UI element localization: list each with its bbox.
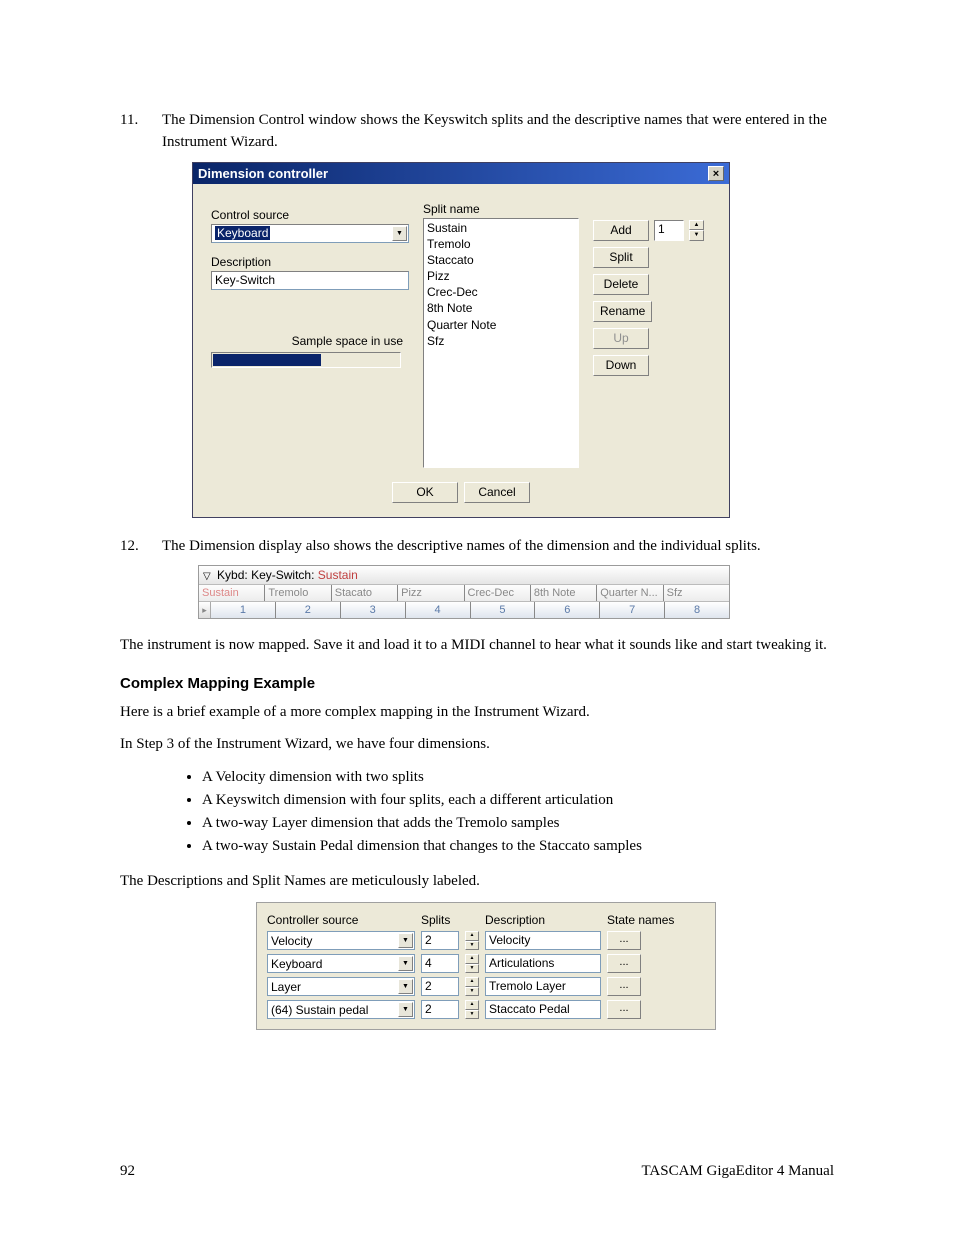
bullet-item: A two-way Sustain Pedal dimension that c… [202,835,834,858]
dropdown-arrow-icon: ▼ [398,1002,413,1017]
strip-split-cell[interactable]: Sustain [199,585,265,601]
section-heading: Complex Mapping Example [120,675,834,692]
paragraph: The instrument is now mapped. Save it an… [120,635,834,657]
add-count-spinner[interactable]: ▲▼ [689,220,704,241]
description-label: Description [211,255,409,269]
page-number: 92 [120,1163,135,1180]
dropdown-arrow-icon: ▼ [398,956,413,971]
strip-play-icon: ▸ [199,602,211,618]
step-text: The Dimension display also shows the des… [162,536,834,558]
split-list-item[interactable]: 8th Note [427,300,575,316]
state-names-button[interactable]: ... [607,1000,641,1019]
strip-num-cell: 7 [600,602,665,618]
controller-source-select[interactable]: Keyboard▼ [267,954,415,973]
rename-button[interactable]: Rename [593,301,652,322]
controller-source-select[interactable]: (64) Sustain pedal▼ [267,1000,415,1019]
split-button[interactable]: Split [593,247,649,268]
split-list-item[interactable]: Crec-Dec [427,284,575,300]
description-field[interactable]: Articulations [485,954,601,973]
paragraph: In Step 3 of the Instrument Wizard, we h… [120,734,834,756]
split-list-item[interactable]: Pizz [427,268,575,284]
split-list-item[interactable]: Sfz [427,333,575,349]
footer-title: TASCAM GigaEditor 4 Manual [641,1163,834,1180]
dimension-display-strip: ▽ Kybd: Key-Switch: Sustain SustainTremo… [198,565,730,619]
split-list-item[interactable]: Sustain [427,220,575,236]
strip-num-cell: 3 [341,602,406,618]
strip-split-cell[interactable]: Pizz [398,585,464,601]
dropdown-arrow-icon: ▼ [392,226,407,241]
bullet-item: A Keyswitch dimension with four splits, … [202,789,834,812]
th-state-names: State names [607,913,674,927]
split-list-item[interactable]: Quarter Note [427,317,575,333]
split-list-item[interactable]: Tremolo [427,236,575,252]
strip-num-cell: 5 [471,602,536,618]
splits-spinner[interactable]: ▲▼ [465,931,479,950]
split-name-list[interactable]: SustainTremoloStaccatoPizzCrec-Dec8th No… [423,218,579,468]
state-names-button[interactable]: ... [607,931,641,950]
control-source-label: Control source [211,208,409,222]
strip-header-current: Sustain [318,568,358,582]
sample-space-progress [211,352,401,368]
strip-num-cell: 6 [535,602,600,618]
ok-button[interactable]: OK [392,482,458,503]
control-source-select[interactable]: Keyboard ▼ [211,224,409,243]
splits-field[interactable]: 2 [421,931,459,950]
strip-split-cell[interactable]: Quarter N... [597,585,663,601]
bullet-item: A two-way Layer dimension that adds the … [202,812,834,835]
sample-space-label: Sample space in use [211,334,409,348]
description-field[interactable]: Key-Switch [211,271,409,290]
cancel-button[interactable]: Cancel [464,482,530,503]
splits-spinner[interactable]: ▲▼ [465,977,479,996]
th-description: Description [485,913,607,927]
up-button[interactable]: Up [593,328,649,349]
add-button[interactable]: Add [593,220,649,241]
strip-num-cell: 4 [406,602,471,618]
dialog-title: Dimension controller [198,166,328,181]
bullet-item: A Velocity dimension with two splits [202,766,834,789]
strip-split-cell[interactable]: Sfz [664,585,729,601]
step-number: 11. [120,110,162,154]
controller-source-panel: Controller source Splits Description Sta… [256,902,716,1030]
splits-field[interactable]: 4 [421,954,459,973]
close-button[interactable]: × [708,166,724,181]
state-names-button[interactable]: ... [607,977,641,996]
strip-num-cell: 1 [211,602,276,618]
splits-spinner[interactable]: ▲▼ [465,1000,479,1019]
th-splits: Splits [421,913,485,927]
dropdown-arrow-icon: ▼ [398,979,413,994]
split-list-item[interactable]: Staccato [427,252,575,268]
controller-source-select[interactable]: Layer▼ [267,977,415,996]
controller-source-select[interactable]: Velocity▼ [267,931,415,950]
splits-field[interactable]: 2 [421,1000,459,1019]
paragraph: Here is a brief example of a more comple… [120,702,834,724]
strip-num-cell: 2 [276,602,341,618]
delete-button[interactable]: Delete [593,274,649,295]
description-field[interactable]: Staccato Pedal [485,1000,601,1019]
step-number: 12. [120,536,162,558]
add-count-field[interactable]: 1 [654,220,684,241]
th-controller-source: Controller source [267,913,421,927]
strip-split-cell[interactable]: Stacato [332,585,398,601]
strip-header-prefix: Kybd: Key-Switch: [217,568,318,582]
step-text: The Dimension Control window shows the K… [162,110,834,154]
dropdown-arrow-icon: ▼ [398,933,413,948]
splits-field[interactable]: 2 [421,977,459,996]
description-field[interactable]: Tremolo Layer [485,977,601,996]
strip-num-cell: 8 [665,602,729,618]
strip-split-cell[interactable]: Crec-Dec [465,585,531,601]
strip-split-cell[interactable]: 8th Note [531,585,597,601]
dimension-controller-dialog: Dimension controller × Control source Ke… [192,162,730,518]
down-button[interactable]: Down [593,355,649,376]
paragraph: The Descriptions and Split Names are met… [120,871,834,893]
strip-split-cell[interactable]: Tremolo [265,585,331,601]
split-name-label: Split name [423,202,579,216]
triangle-icon: ▽ [203,571,211,582]
description-field[interactable]: Velocity [485,931,601,950]
splits-spinner[interactable]: ▲▼ [465,954,479,973]
state-names-button[interactable]: ... [607,954,641,973]
